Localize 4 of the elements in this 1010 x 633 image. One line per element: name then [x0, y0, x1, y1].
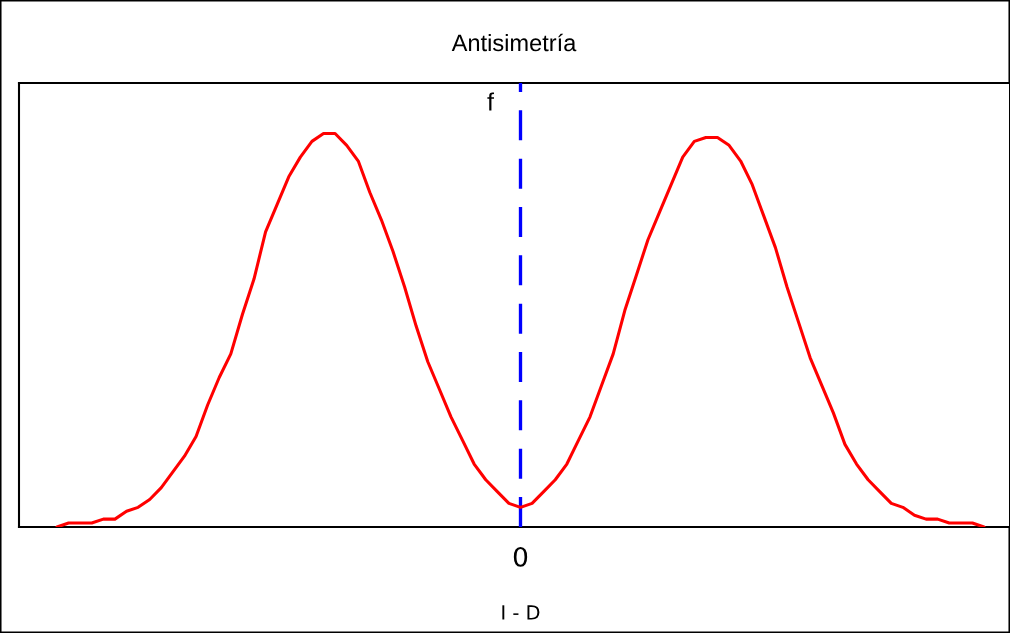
chart-title: Antisimetría: [451, 33, 577, 52]
x-axis-title: I - D: [502, 605, 540, 620]
y-axis-title: f: [487, 92, 495, 111]
text: 0: [513, 546, 528, 567]
